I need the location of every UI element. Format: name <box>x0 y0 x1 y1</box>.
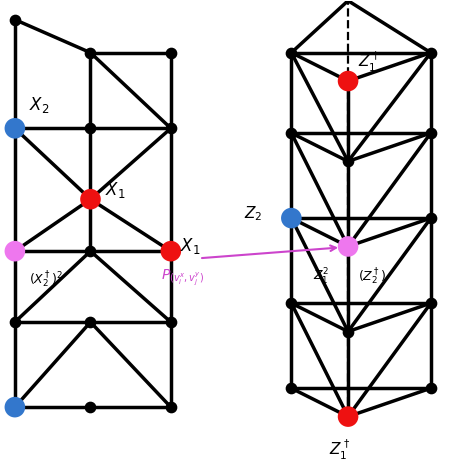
Text: $Z_1^2$: $Z_1^2$ <box>313 267 329 287</box>
Point <box>167 318 174 326</box>
Text: $(X_2^\dagger)^2$: $(X_2^\dagger)^2$ <box>29 269 63 290</box>
Point <box>167 247 174 255</box>
Point <box>87 125 94 132</box>
Point <box>288 214 295 222</box>
Point <box>11 247 18 255</box>
Point <box>167 403 174 411</box>
Text: $X_1$: $X_1$ <box>180 237 201 256</box>
Point <box>427 300 435 307</box>
Text: $(Z_2^\dagger)$: $(Z_2^\dagger)$ <box>357 267 386 287</box>
Point <box>87 318 94 326</box>
Point <box>167 125 174 132</box>
Point <box>11 125 18 132</box>
Point <box>288 384 295 392</box>
Point <box>87 195 94 203</box>
Point <box>288 129 295 137</box>
Point <box>87 247 94 255</box>
Point <box>288 49 295 56</box>
Text: $Z_1^\dagger$: $Z_1^\dagger$ <box>357 50 379 74</box>
Point <box>344 157 352 165</box>
Point <box>344 243 352 250</box>
Point <box>427 384 435 392</box>
Point <box>87 403 94 411</box>
Text: $X_2$: $X_2$ <box>29 95 49 115</box>
Text: $X_1$: $X_1$ <box>105 180 125 200</box>
Point <box>288 300 295 307</box>
Text: $Z_1^\dagger$: $Z_1^\dagger$ <box>329 438 350 462</box>
Point <box>87 49 94 56</box>
Point <box>427 214 435 222</box>
Point <box>11 318 18 326</box>
Point <box>427 49 435 56</box>
Point <box>344 77 352 85</box>
Point <box>344 413 352 420</box>
Text: $P_{(v_i^x,v_j^y)}$: $P_{(v_i^x,v_j^y)}$ <box>161 267 204 287</box>
Point <box>11 16 18 23</box>
Point <box>167 49 174 56</box>
Point <box>344 328 352 335</box>
Point <box>11 403 18 411</box>
Text: $Z_2$: $Z_2$ <box>244 204 263 223</box>
Point <box>427 129 435 137</box>
